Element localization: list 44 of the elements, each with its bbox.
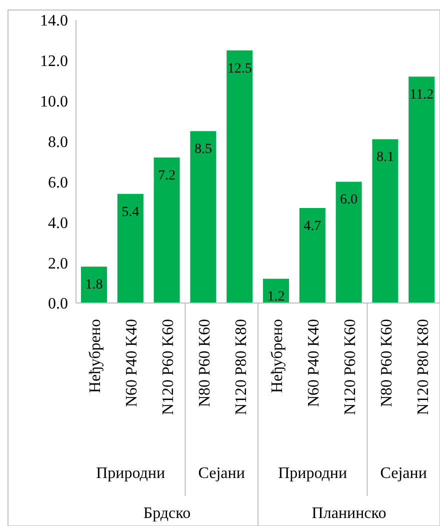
y-tick-label: 0.0 [48, 296, 68, 313]
bar [263, 278, 289, 303]
data-label: 1.8 [85, 278, 103, 293]
data-label: 11.2 [410, 88, 434, 103]
text: Природни [96, 465, 166, 482]
y-tick-label: 10.0 [40, 94, 68, 111]
x-tick-label: N120 P60 K60 [160, 319, 177, 416]
data-label: 7.2 [158, 168, 176, 184]
y-tick-label: 12.0 [40, 53, 68, 70]
bar [299, 208, 326, 303]
data-label: 6.0 [340, 192, 358, 208]
y-tick-label: 8.0 [48, 134, 68, 151]
y-tick-label: 4.0 [48, 214, 68, 232]
bar [226, 50, 253, 303]
bar [81, 266, 107, 303]
x-tick-label: Неђубрено [87, 319, 104, 393]
data-label: 5.4 [122, 204, 140, 220]
text: Планинско [312, 505, 386, 522]
x-tick-label: N60 P40 K40 [306, 319, 323, 408]
bar [154, 157, 180, 303]
bar [190, 131, 216, 303]
text: Сејани [380, 465, 428, 482]
bar [117, 194, 144, 303]
y-tick-label: 14.0 [40, 12, 68, 30]
x-tick-label: N60 P40 K40 [124, 319, 141, 408]
bar [336, 182, 362, 303]
text: Брдско [143, 505, 191, 522]
x-tick-label: N80 P60 K60 [378, 319, 396, 408]
data-label: 4.7 [304, 218, 322, 234]
bar [408, 76, 435, 303]
data-label: 8.5 [194, 142, 212, 158]
text: Природни [278, 465, 348, 482]
data-label: 8.1 [376, 150, 394, 166]
x-tick-label: Неђубрено [269, 319, 286, 393]
data-label: 1.2 [267, 290, 285, 305]
y-tick-label: 2.0 [48, 255, 68, 272]
data-label: 12.5 [227, 61, 252, 76]
x-tick-label: N120 P60 K60 [342, 319, 359, 416]
y-tick-label: 6.0 [48, 174, 68, 192]
x-tick-label: N120 P80 K80 [414, 319, 432, 416]
bar [372, 139, 398, 303]
text: Сејани [198, 465, 246, 482]
x-tick-label: N120 P80 K80 [232, 319, 250, 416]
x-tick-label: N80 P60 K60 [196, 319, 214, 408]
